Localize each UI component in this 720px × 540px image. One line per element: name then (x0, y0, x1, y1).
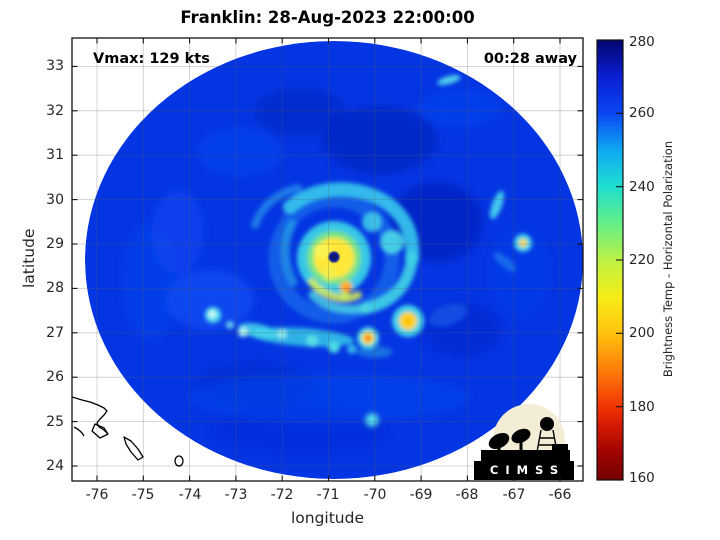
building-silhouette (481, 444, 570, 462)
x-tick-label: -74 (178, 487, 202, 503)
convective-features (205, 75, 532, 428)
y-tick-label: 24 (46, 458, 64, 474)
colorbar-tick-label: 260 (629, 105, 655, 121)
y-tick-label: 27 (46, 325, 64, 341)
cimss-banner (474, 461, 574, 480)
colorbar-tick-label: 180 (629, 399, 655, 415)
colorbar-tick-label: 280 (629, 34, 655, 50)
x-tick-label: -73 (224, 487, 248, 503)
axes-frame (71, 37, 584, 482)
x-tick-label: -67 (502, 487, 526, 503)
y-tick-label: 29 (46, 236, 64, 252)
gridlines (72, 38, 583, 481)
satellite-dishes-icon (488, 428, 531, 456)
x-tick-label: -71 (316, 487, 340, 503)
colorbar-tick-label: 240 (629, 179, 655, 195)
swath-image (85, 41, 583, 479)
y-tick-label: 30 (46, 192, 64, 208)
y-tick-label: 32 (46, 103, 64, 119)
water-tower-icon (536, 417, 558, 453)
x-tick-label: -69 (409, 487, 433, 503)
vmax-annotation: Vmax: 129 kts (93, 51, 210, 67)
colorbar-tick-label: 200 (629, 325, 655, 341)
x-tick-label: -66 (548, 487, 572, 503)
cimss-logo (474, 404, 574, 480)
x-tick-label: -76 (85, 487, 109, 503)
time-away-annotation: 00:28 away (483, 51, 577, 67)
x-tick-label: -70 (363, 487, 387, 503)
hurricane-eye (328, 251, 340, 263)
colorbar (596, 39, 624, 481)
y-tick-label: 28 (46, 280, 64, 296)
x-axis-label: longitude (290, 509, 365, 527)
cimss-logo-text: CIMSS (489, 463, 566, 477)
y-tick-label: 31 (46, 147, 64, 163)
x-tick-label: -72 (270, 487, 294, 503)
y-tick-label: 33 (46, 58, 64, 74)
tick-marks (72, 38, 583, 481)
y-tick-label: 25 (46, 414, 64, 430)
colorbar-tick-label: 220 (629, 252, 655, 268)
swath-texture (122, 88, 550, 456)
x-tick-label: -68 (455, 487, 479, 503)
plot-title: Franklin: 28-Aug-2023 22:00:00 (180, 8, 475, 27)
colorbar-tick-label: 160 (629, 470, 655, 486)
colorbar-ticks (616, 112, 623, 408)
y-tick-label: 26 (46, 369, 64, 385)
coastlines (72, 396, 184, 467)
x-tick-label: -75 (131, 487, 155, 503)
colorbar-title: Brightness Temp - Horizontal Polarizatio… (661, 140, 675, 378)
